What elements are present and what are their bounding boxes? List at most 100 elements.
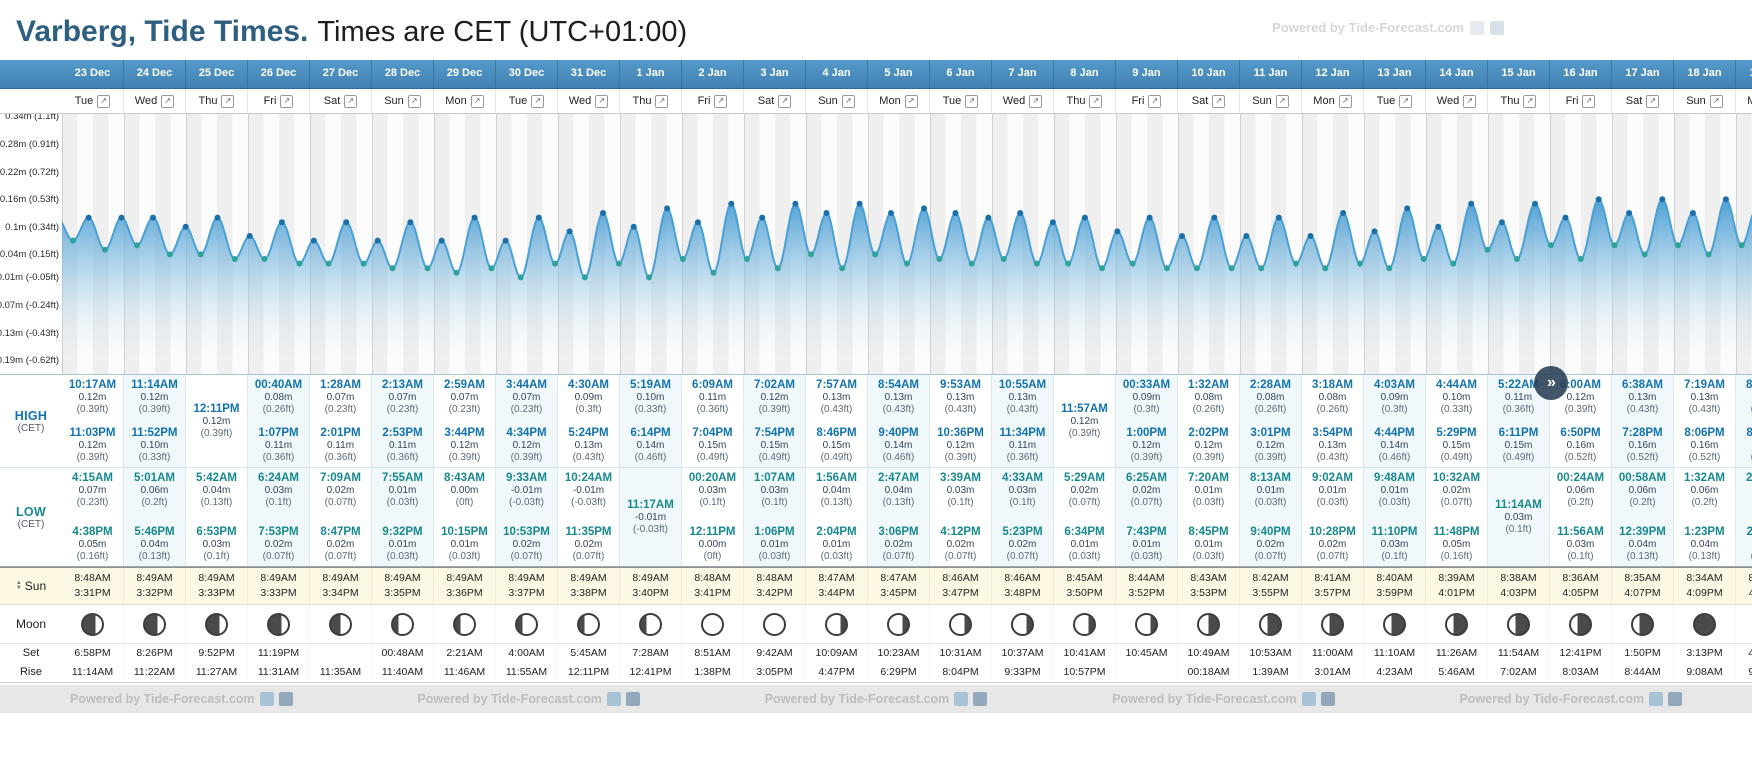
low-tide-dot <box>839 265 846 272</box>
expand-day-icon[interactable]: ↗ <box>470 94 484 108</box>
sunset-time: 4:11PM <box>1736 586 1752 601</box>
share-facebook-icon[interactable] <box>278 692 293 706</box>
expand-day-icon[interactable]: ↗ <box>280 94 294 108</box>
tide-time: 10:17AM <box>68 379 117 391</box>
share-facebook-icon[interactable] <box>1320 692 1335 706</box>
expand-day-icon[interactable]: ↗ <box>595 94 609 108</box>
page-title-location: Varberg, Tide Times. <box>16 14 309 48</box>
expand-day-icon[interactable]: ↗ <box>655 94 669 108</box>
day-of-week-cell: Wed ↗ <box>124 89 186 113</box>
tide-height-m: 0.12m <box>1132 440 1161 451</box>
tide-height-m: 0.01m <box>1070 539 1099 550</box>
low-tide-dot <box>615 260 622 267</box>
moonset-time-cell: 10:31AM <box>930 644 992 663</box>
tide-height-ft: (0.52ft) <box>1626 451 1659 463</box>
tide-height-m: 0.07m <box>450 392 479 403</box>
moonrise-time-cell: 7:02AM <box>1488 663 1550 682</box>
expand-day-icon[interactable]: ↗ <box>1709 94 1723 108</box>
sunrise-time: 8:35AM <box>1624 572 1661 584</box>
expand-day-icon[interactable]: ↗ <box>221 94 235 108</box>
share-facebook-icon[interactable] <box>1490 20 1504 35</box>
powered-by-link[interactable]: Powered by Tide-Forecast.com <box>1112 692 1297 706</box>
share-twitter-icon[interactable] <box>1301 692 1316 706</box>
powered-by-link[interactable]: Powered by Tide-Forecast.com <box>1272 20 1464 35</box>
low-tide-entry: 12:39PM 0.04m (0.13ft) <box>1612 526 1673 562</box>
expand-day-icon[interactable]: ↗ <box>1463 94 1477 108</box>
tide-time: 9:33AM <box>506 472 547 484</box>
low-tide-dot <box>646 274 653 281</box>
scroll-right-button[interactable]: » <box>1534 366 1568 400</box>
date-header-cell: 12 Jan <box>1302 60 1364 88</box>
expand-day-icon[interactable]: ↗ <box>1523 94 1537 108</box>
tide-time: 3:44AM <box>506 379 547 391</box>
share-facebook-icon[interactable] <box>625 692 640 706</box>
tide-height-ft: (0.36ft) <box>1006 451 1039 463</box>
moon-cell <box>620 605 682 643</box>
tide-time: 11:35PM <box>565 526 612 538</box>
expand-day-icon[interactable]: ↗ <box>1148 94 1162 108</box>
high-tide-dot <box>1179 233 1185 239</box>
share-twitter-icon[interactable] <box>954 692 969 706</box>
high-tide-dot <box>728 200 735 207</box>
expand-day-icon[interactable]: ↗ <box>778 94 792 108</box>
powered-by-link[interactable]: Powered by Tide-Forecast.com <box>764 692 950 706</box>
tide-height-ft: (0.26ft) <box>1316 403 1349 415</box>
expand-day-icon[interactable]: ↗ <box>1399 94 1413 108</box>
tide-time: 9:02AM <box>1312 472 1353 484</box>
powered-by-link[interactable]: Powered by Tide-Forecast.com <box>1459 692 1644 706</box>
moon-cell <box>1240 605 1302 643</box>
powered-by-footer-group: Powered by Tide-Forecast.com <box>417 692 640 706</box>
tide-height-m: 0.12m <box>78 392 107 403</box>
low-tide-dot <box>296 260 303 267</box>
tide-time: 2:28AM <box>1250 379 1291 391</box>
expand-day-icon[interactable]: ↗ <box>531 94 545 108</box>
expand-day-icon[interactable]: ↗ <box>965 94 979 108</box>
expand-day-icon[interactable]: ↗ <box>1275 94 1289 108</box>
expand-day-icon[interactable]: ↗ <box>407 94 421 108</box>
tide-height-ft: (0.39ft) <box>510 451 543 463</box>
powered-by-link[interactable]: Powered by Tide-Forecast.com <box>70 692 255 706</box>
expand-day-icon[interactable]: ↗ <box>714 94 728 108</box>
high-tide-dot <box>856 200 863 207</box>
tide-height-m: 0.01m <box>388 539 417 550</box>
share-facebook-icon[interactable] <box>973 692 988 706</box>
low-tide-entry: 1:06PM 0.01m (0.03ft) <box>744 526 805 562</box>
expand-day-icon[interactable]: ↗ <box>1582 94 1596 108</box>
expand-day-icon[interactable]: ↗ <box>904 94 918 108</box>
expand-day-icon[interactable]: ↗ <box>1212 94 1226 108</box>
expand-day-icon[interactable]: ↗ <box>1089 94 1103 108</box>
expand-day-icon[interactable]: ↗ <box>161 94 175 108</box>
sun-times-cell: 8:43AM 3:53PM <box>1178 568 1240 604</box>
day-of-week-cell: Thu ↗ <box>1054 89 1116 113</box>
share-twitter-icon[interactable] <box>1648 692 1663 706</box>
high-tide-entry: 3:54PM 0.13m (0.43ft) <box>1302 427 1363 463</box>
high-tide-dot <box>85 214 92 221</box>
tide-height-m: 0.02m <box>946 539 975 550</box>
tide-height-ft: (0.13ft) <box>820 496 853 508</box>
high-tide-dot <box>535 214 542 221</box>
powered-by-link[interactable]: Powered by Tide-Forecast.com <box>417 692 602 706</box>
sunset-time: 4:01PM <box>1438 587 1475 599</box>
expand-day-icon[interactable]: ↗ <box>97 94 111 108</box>
tide-height-ft: (0.2ft) <box>1629 496 1656 508</box>
share-facebook-icon[interactable] <box>1667 692 1682 706</box>
day-of-week-cell: Sat ↗ <box>1612 89 1674 113</box>
tide-time: 11:57AM <box>1061 403 1108 415</box>
moonset-time-cell: 5:45AM <box>558 644 620 663</box>
tide-time: 00:20AM <box>688 472 737 484</box>
share-twitter-icon[interactable] <box>1470 20 1484 35</box>
tide-height-ft: (0.07ft) <box>1006 550 1039 562</box>
expand-day-icon[interactable]: ↗ <box>841 94 855 108</box>
expand-day-icon[interactable]: ↗ <box>1029 94 1043 108</box>
share-twitter-icon[interactable] <box>606 692 621 706</box>
expand-day-icon[interactable]: ↗ <box>1646 94 1660 108</box>
low-tide-entry: 12:11PM 0.00m (0ft) <box>682 526 743 562</box>
sun-times-cell: 8:49AM 3:37PM <box>496 568 558 604</box>
moonset-time-cell: 8:51AM <box>682 644 744 663</box>
low-tide-cell: 9:33AM -0.01m (-0.03ft) 10:53PM 0.02m (0.07ft… <box>496 468 558 566</box>
share-twitter-icon[interactable] <box>259 692 274 706</box>
expand-day-icon[interactable]: ↗ <box>1338 94 1352 108</box>
tide-height-m: 0.02m <box>326 539 355 550</box>
expand-day-icon[interactable]: ↗ <box>344 94 358 108</box>
low-tide-dot <box>488 265 495 272</box>
